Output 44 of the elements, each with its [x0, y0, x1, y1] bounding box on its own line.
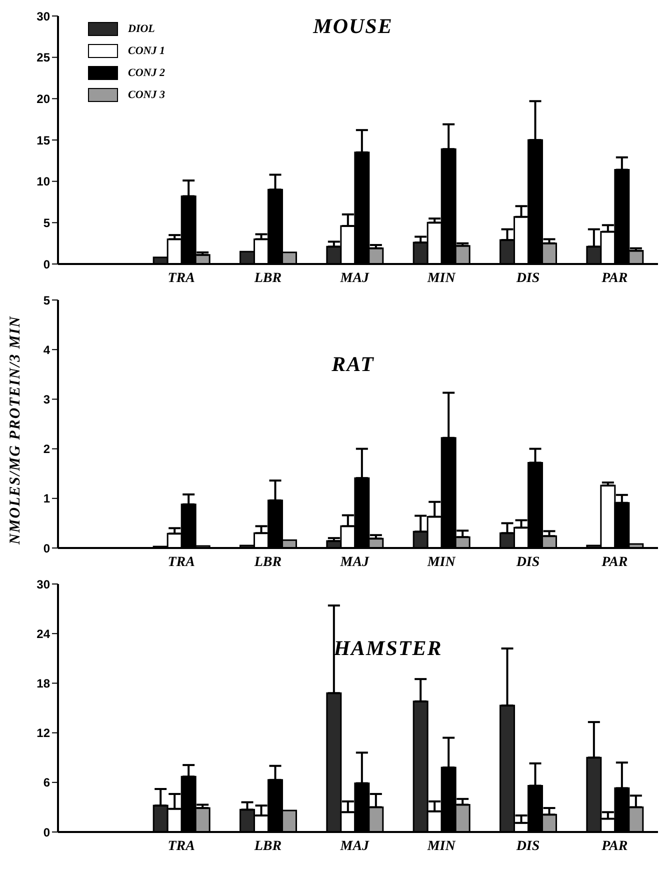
y-tick-label: 6 [43, 776, 50, 790]
x-tick-label: PAR [602, 838, 628, 854]
y-tick-label: 30 [36, 577, 50, 592]
y-tick-label: 18 [36, 676, 50, 690]
legend-label: CONJ 1 [128, 44, 165, 59]
y-tick-label: 30 [36, 9, 50, 24]
x-tick-label: TRA [168, 270, 195, 286]
x-tick-label: TRA [168, 554, 195, 570]
chart-title: MOUSE [313, 14, 393, 38]
x-tick-label: LBR [253, 838, 282, 854]
x-tick-label: MAJ [339, 838, 370, 854]
y-tick-label: 0 [43, 825, 50, 840]
x-tick-label: MAJ [339, 270, 370, 286]
x-tick-label: TRA [168, 838, 195, 854]
y-tick-label: 20 [36, 92, 50, 106]
y-tick-label: 0 [43, 541, 50, 556]
legend-label: DIOL [128, 22, 155, 37]
x-tick-label: MIN [426, 554, 456, 570]
x-tick-label: MIN [426, 270, 456, 286]
y-tick-label: 5 [43, 216, 50, 230]
legend-label: CONJ 2 [128, 66, 165, 81]
y-axis-title: NMOLES/MG PROTEIN/3 MIN [8, 316, 24, 544]
y-tick-label: 5 [43, 293, 50, 308]
x-tick-label: DIS [515, 270, 540, 286]
x-tick-label: DIS [515, 838, 540, 854]
x-tick-label: LBR [253, 554, 282, 570]
y-tick-label: 3 [43, 392, 50, 406]
y-tick-label: 12 [36, 726, 50, 740]
x-tick-label: PAR [602, 554, 628, 570]
y-tick-label: 2 [43, 442, 50, 456]
text: RAT [332, 352, 374, 376]
y-tick-label: 25 [36, 50, 50, 65]
legend-label: CONJ 3 [128, 88, 165, 103]
x-tick-label: MAJ [339, 554, 370, 570]
y-tick-label: 0 [43, 257, 50, 272]
x-tick-label: MIN [426, 838, 456, 854]
x-tick-label: PAR [602, 270, 628, 286]
y-tick-label: 4 [43, 342, 50, 357]
y-tick-label: 1 [43, 492, 50, 506]
x-tick-label: LBR [253, 270, 282, 286]
y-tick-label: 10 [36, 174, 50, 189]
y-tick-label: 15 [36, 133, 50, 148]
y-tick-label: 24 [36, 626, 50, 641]
x-tick-label: DIS [515, 554, 540, 570]
